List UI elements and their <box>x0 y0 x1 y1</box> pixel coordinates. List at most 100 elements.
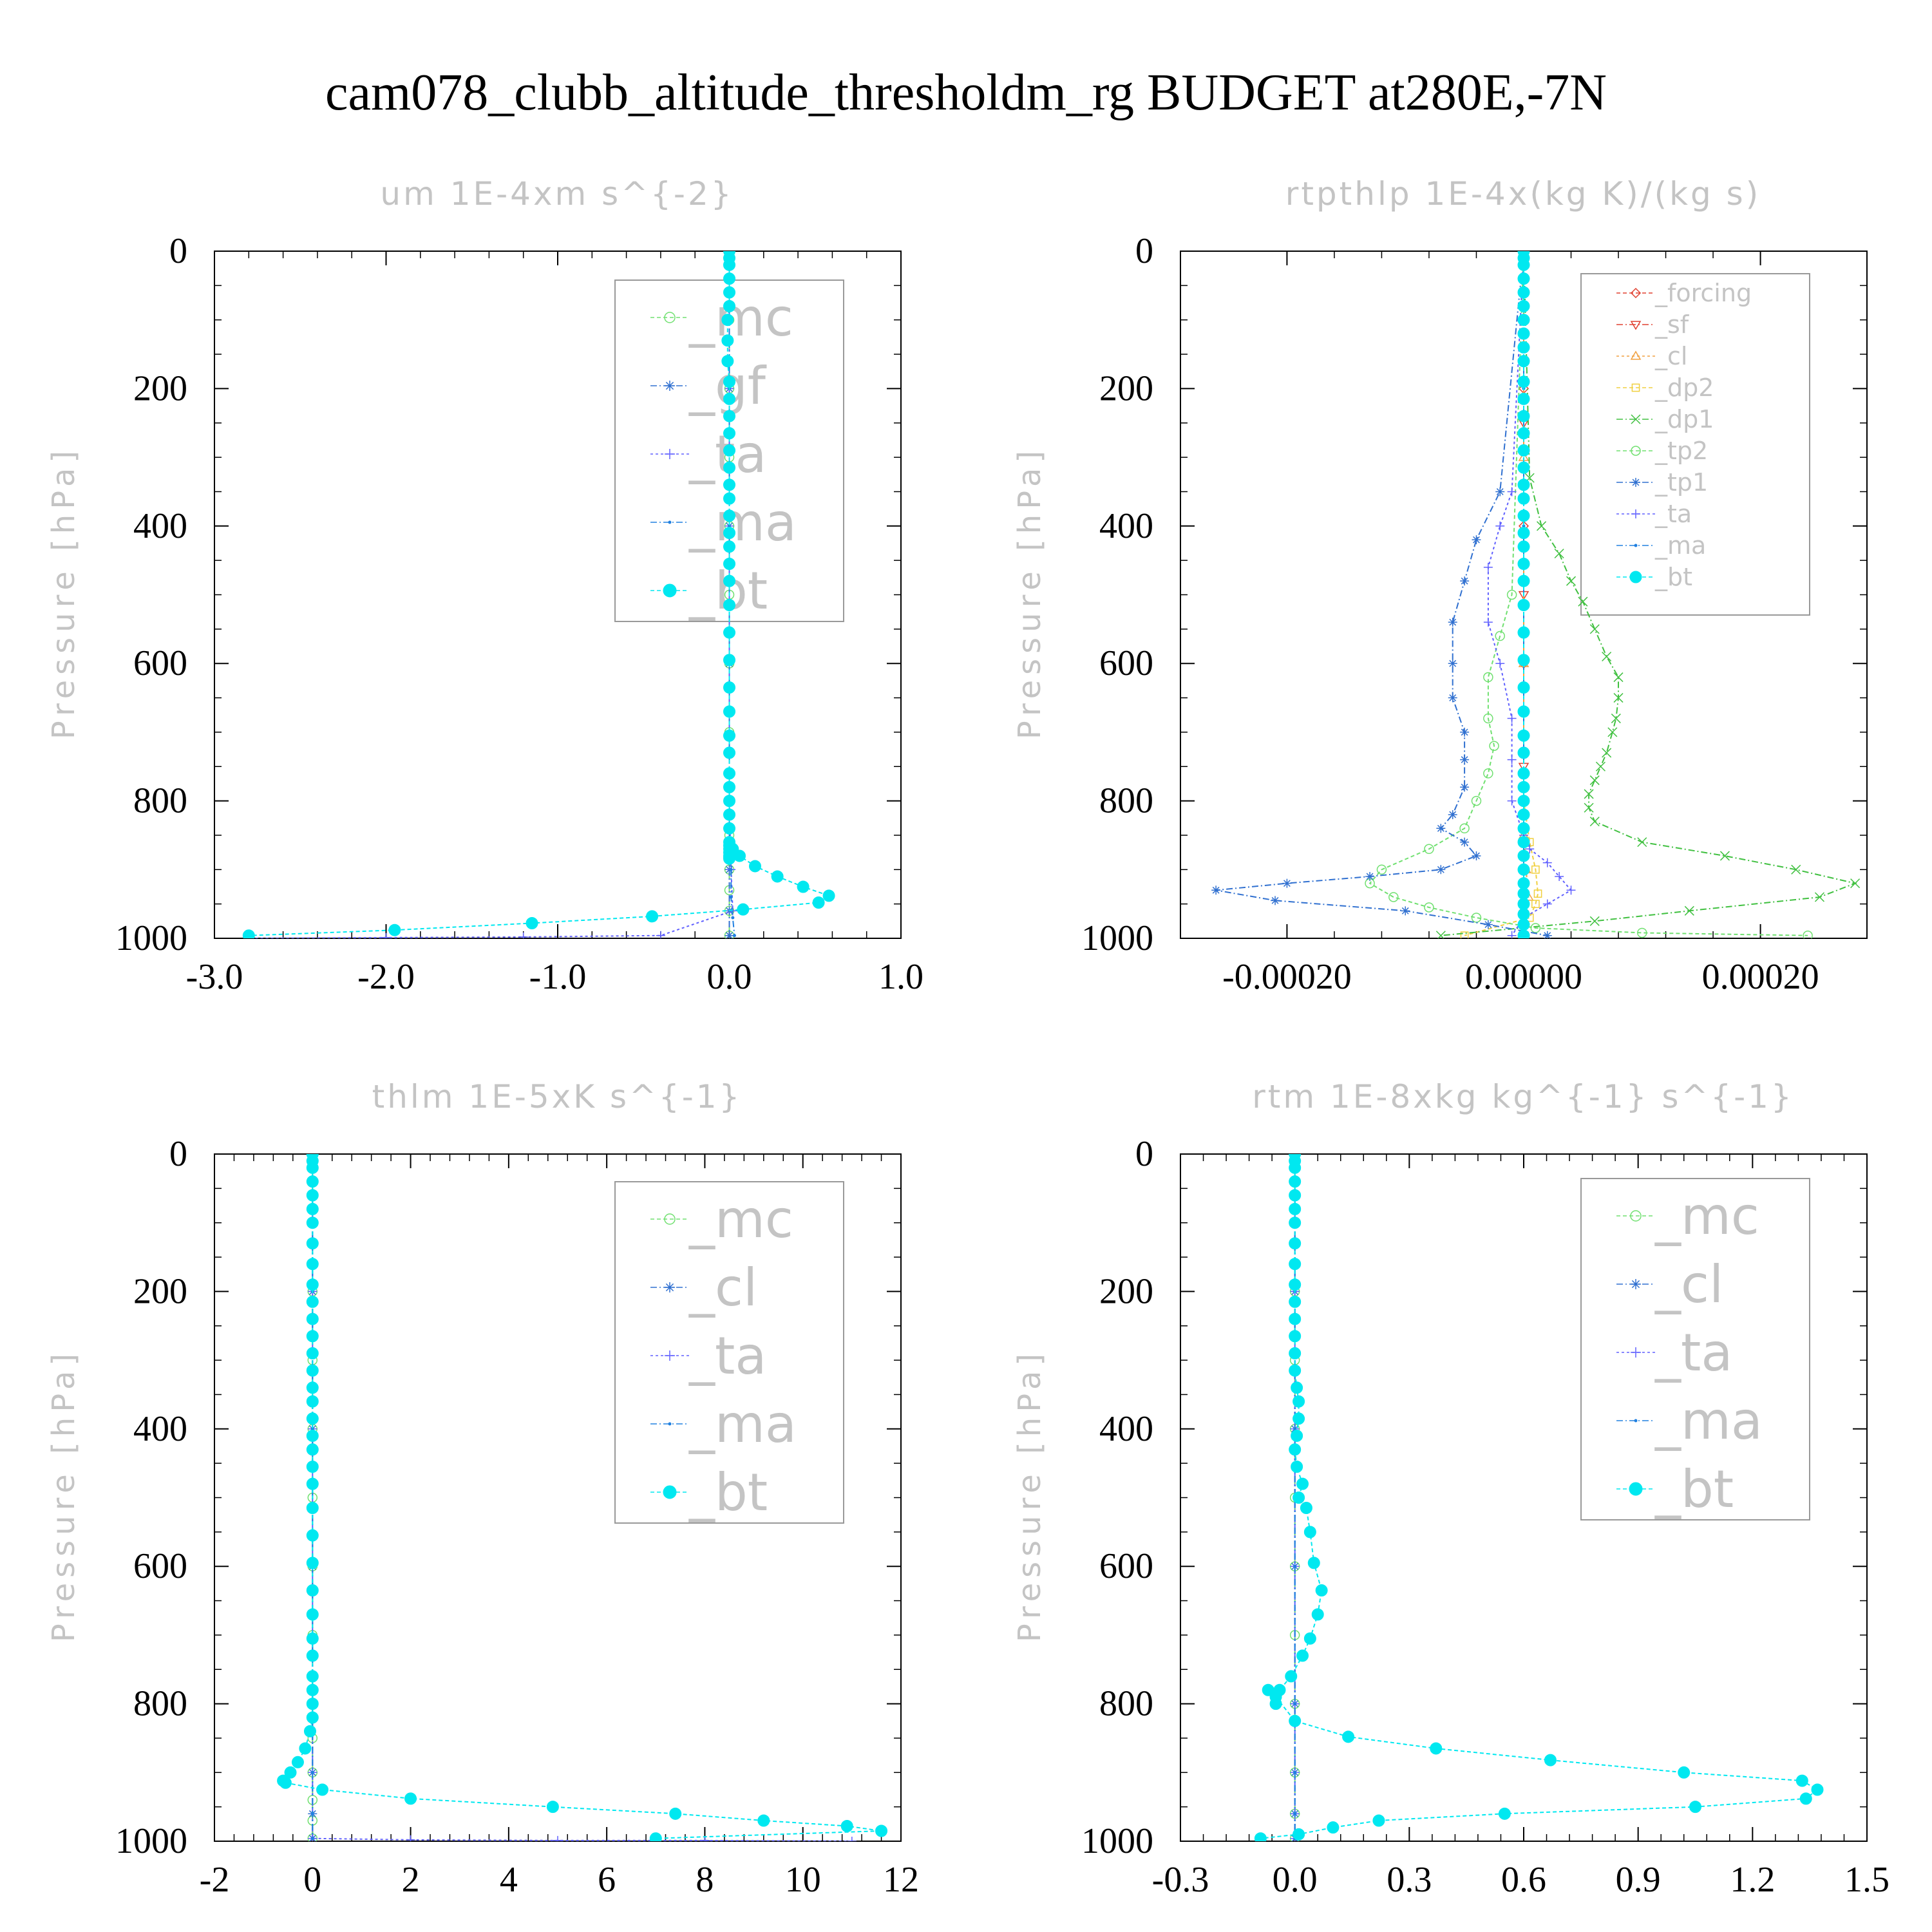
data-point <box>1262 1683 1274 1696</box>
data-point <box>723 478 735 491</box>
x-tick-label: -2 <box>200 1860 230 1900</box>
data-point <box>284 1766 297 1779</box>
data-point <box>306 1412 319 1425</box>
y-tick-label: 0 <box>169 1134 187 1174</box>
y-tick-label: 200 <box>1099 1271 1153 1311</box>
data-point <box>1517 849 1530 862</box>
data-point <box>1517 654 1530 667</box>
legend-label: _mc <box>688 288 793 348</box>
data-point <box>1689 1801 1701 1814</box>
data-point <box>1388 892 1399 902</box>
data-point <box>1483 618 1493 627</box>
data-point <box>306 1711 319 1724</box>
legend-marker <box>1631 1347 1641 1358</box>
data-point <box>1471 795 1482 806</box>
data-point <box>306 1557 319 1569</box>
x-tick-label: 0.0 <box>707 957 752 997</box>
data-point <box>1472 851 1481 860</box>
data-point <box>1435 931 1446 938</box>
data-point <box>1460 755 1470 764</box>
data-point <box>306 1258 319 1271</box>
data-point <box>306 1161 319 1174</box>
data-point <box>1296 1649 1309 1662</box>
data-point <box>310 1812 314 1815</box>
data-point <box>306 1237 319 1250</box>
data-point <box>1300 1502 1312 1515</box>
legend-box <box>1580 1178 1810 1520</box>
legend-label: _ma <box>688 493 797 553</box>
data-point <box>1533 889 1542 898</box>
legend-label: _ta <box>688 1326 766 1386</box>
data-point <box>1289 1347 1302 1359</box>
data-point <box>723 540 735 553</box>
data-point <box>669 1807 682 1820</box>
data-point <box>1517 526 1530 539</box>
legend-marker <box>1630 1210 1642 1222</box>
data-point <box>1327 1821 1340 1834</box>
data-point <box>1517 898 1530 911</box>
data-point <box>1814 892 1825 902</box>
data-point <box>1517 918 1530 931</box>
data-point <box>1517 258 1530 271</box>
data-point <box>1517 836 1530 849</box>
data-point <box>1495 659 1505 668</box>
data-point <box>1537 521 1547 531</box>
data-point <box>1613 672 1624 683</box>
series-ta <box>1483 251 1576 938</box>
data-point <box>1607 727 1618 737</box>
data-point <box>723 599 735 612</box>
data-point <box>1424 844 1434 855</box>
panel-rtm: rtm 1E-8xkg kg^{-1} s^{-1} Pressure [hPa… <box>1012 1078 1889 1900</box>
data-point <box>1269 1690 1282 1703</box>
data-point <box>723 427 735 440</box>
y-tick-label: 0 <box>1135 1134 1153 1174</box>
legend-label: _bt <box>1654 1459 1734 1519</box>
data-point <box>1517 929 1530 938</box>
data-point <box>1448 810 1457 819</box>
data-point <box>1460 931 1469 938</box>
data-point <box>1460 576 1470 586</box>
legend-label: _dp1 <box>1654 405 1714 433</box>
data-point <box>1517 767 1530 780</box>
data-point <box>1678 1766 1690 1779</box>
data-point <box>1517 908 1530 921</box>
y-tick-label: 0 <box>1135 231 1153 271</box>
legend-marker <box>1631 414 1641 424</box>
data-point <box>1293 1828 1305 1841</box>
data-point <box>721 355 734 368</box>
data-point <box>406 1835 415 1841</box>
data-point <box>1517 509 1530 522</box>
y-axis-label: Pressure [hPa] <box>1012 1349 1048 1642</box>
y-tick-label: 400 <box>1099 1409 1153 1449</box>
data-point <box>1289 1330 1302 1343</box>
data-point <box>1483 562 1493 572</box>
data-point <box>723 258 735 271</box>
x-tick-label: 10 <box>785 1860 821 1900</box>
data-point <box>306 1632 319 1645</box>
legend-marker <box>665 1282 675 1293</box>
legend-label: _mc <box>1654 1186 1759 1246</box>
data-point <box>646 910 659 923</box>
data-point <box>1498 1807 1511 1820</box>
data-point <box>1517 822 1530 835</box>
data-point <box>1522 524 1526 528</box>
data-point <box>1517 808 1530 821</box>
legend-marker <box>668 520 672 524</box>
legend-marker <box>1631 383 1640 392</box>
data-point <box>306 1502 319 1515</box>
data-point <box>729 867 733 871</box>
data-point <box>310 1770 314 1774</box>
data-point <box>279 1776 292 1789</box>
data-point <box>822 889 835 902</box>
data-point <box>242 929 255 938</box>
data-point <box>1495 630 1505 641</box>
x-tick-label: 0.3 <box>1387 1860 1432 1900</box>
y-tick-label: 600 <box>133 1546 187 1586</box>
data-point <box>1517 729 1530 742</box>
data-point <box>291 1756 304 1768</box>
data-point <box>723 557 735 570</box>
data-point <box>1436 865 1446 875</box>
data-point <box>1525 844 1535 854</box>
data-point <box>306 1295 319 1308</box>
